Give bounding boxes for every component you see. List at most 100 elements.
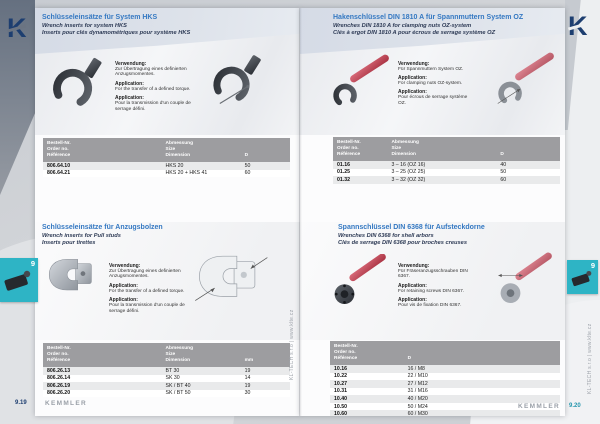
usage-text-de: Für Fräseranzugsschrauben DIN 6367.: [398, 268, 468, 280]
table-row: 01.25 3 – 25 (OZ 25) 50: [333, 168, 560, 177]
chapter-tab-left: 9: [0, 258, 38, 302]
table-body: 01.16 3 – 16 (OZ 16) 40 01.25 3 – 25 (OZ…: [333, 160, 560, 184]
cell-mm: 19: [244, 382, 251, 389]
section-title-en: Wrenches DIN 1810 A for clamping nuts OZ…: [333, 22, 472, 29]
catalog-page-right: Hakenschlüssel DIN 1810 A für Spannmutte…: [300, 8, 565, 416]
cell-size: HKS 20 + HKS 41: [165, 170, 208, 177]
tool-thumbnail-icon: [4, 270, 31, 291]
cell-order-no: 10.50: [334, 403, 347, 410]
section-title-de: Schlüsseleinsätze für System HKS: [42, 14, 158, 21]
section-title-en: Wrenches DIN 6368 for shell arbors: [338, 232, 434, 239]
cell-d: 27 / M12: [407, 380, 428, 387]
usage-label-en: Application:: [115, 80, 144, 87]
table-header: Bestell-Nr. Order no. Référence Abmessun…: [43, 138, 290, 162]
table-row: 10.22 22 / M10: [330, 372, 560, 381]
cell-d: 50: [500, 169, 507, 176]
table-body: 806.26.13 BT 30 19 806.26.14 SK 30 14 80…: [43, 366, 290, 398]
section-title-de: Spannschlüssel DIN 6368 für Aufsteckdorn…: [338, 224, 485, 231]
usage-text-en: For the transfer of a defined torque.: [115, 86, 191, 92]
usage-text-de: Zur Übertragung eines definierten Anzugs…: [109, 268, 181, 280]
cell-order-no: 806.26.13: [47, 367, 71, 374]
cell-order-no: 01.25: [337, 169, 350, 176]
shell-arbor-wrench-drawing: [498, 252, 552, 303]
table-row: 10.40 40 / M20: [330, 395, 560, 403]
usage-text-fr: Pour écrous de serrage système OZ.: [398, 95, 468, 107]
section-title-de: Schlüsseleinsätze für Anzugsbolzen: [42, 224, 163, 231]
table-row: 806.64.21 HKS 20 + HKS 41 60: [43, 169, 290, 178]
header-order-no: Bestell-Nr. Order no. Référence: [47, 345, 71, 364]
catalog-page-left: Schlüsseleinsätze für System HKS Wrench …: [35, 8, 300, 416]
table-row: 806.26.20 SK / BT 50 30: [43, 389, 290, 398]
cell-d: 16 / M8: [407, 365, 425, 372]
cell-size: 3 – 25 (OZ 25): [391, 169, 426, 176]
usage-text-fr: Pour la transmission d'un couple de serr…: [115, 101, 191, 112]
page-number: 9.20: [569, 403, 581, 409]
cell-d: 60 / M30: [407, 411, 428, 416]
cell-d: 60: [500, 176, 507, 183]
usage-block: Verwendung: Für Spannmuttern System OZ. …: [398, 58, 474, 107]
publisher-url-vertical: KL-TECH s.r.o | www.klte.cz: [587, 323, 593, 394]
chapter-tab-right: 9: [567, 260, 598, 294]
cell-order-no: 10.40: [334, 396, 347, 403]
usage-label-de: Verwendung:: [398, 60, 430, 67]
hook-wrench-red-drawing: [497, 52, 554, 106]
usage-label-fr: Application:: [398, 89, 427, 96]
usage-block: Verwendung: Zur Übertragung eines defini…: [109, 260, 185, 315]
section-header: Spannschlüssel DIN 6368 für Aufsteckdorn…: [338, 224, 565, 247]
cell-order-no: 10.22: [334, 373, 347, 380]
cell-order-no: 01.32: [337, 176, 350, 183]
cell-d: 22 / M10: [407, 373, 428, 380]
cell-order-no: 10.31: [334, 388, 347, 395]
usage-text-en: For clamping nuts OZ-system.: [398, 80, 463, 86]
table-body: 806.64.10 HKS 20 50 806.64.21 HKS 20 + H…: [43, 161, 290, 178]
table-row: 10.27 27 / M12: [330, 380, 560, 388]
table-row: 01.32 3 – 32 (OZ 32) 60: [333, 176, 560, 184]
section-header: Schlüsseleinsätze für System HKS Wrench …: [42, 14, 292, 37]
usage-text-en: For retaining screws DIN 6367.: [398, 288, 465, 294]
header-size: Abmessung Size Dimension: [165, 140, 194, 159]
table-header: Bestell-Nr. Order no. Référence Abmessun…: [333, 137, 560, 161]
cell-size: 3 – 32 (OZ 32): [391, 176, 426, 183]
table-row: 806.64.10 HKS 20 50: [43, 161, 290, 170]
kemmler-logo: KEMMLER: [518, 403, 560, 410]
k-logo: K: [7, 15, 27, 42]
cell-d: 31 / M16: [407, 388, 428, 395]
publisher-url-vertical: KL-TECH s.r.o | www.klte.cz: [289, 309, 295, 380]
hook-wrench-insert-with-pin-image: [213, 55, 261, 104]
header-size: Abmessung Size Dimension: [165, 345, 194, 364]
header-order-no: Bestell-Nr. Order no. Référence: [334, 343, 358, 362]
usage-text-de: Für Spannmuttern System OZ.: [398, 66, 464, 72]
cell-size: BT 30: [165, 367, 180, 374]
usage-label-de: Verwendung:: [109, 262, 141, 269]
parts-table-din1810: Bestell-Nr. Order no. Référence Abmessun…: [333, 137, 560, 184]
header-d: D: [500, 152, 504, 158]
usage-text-fr: Pour la transmission d'un couple de serr…: [109, 303, 185, 314]
header-mm: mm: [244, 358, 254, 364]
section-title-fr: Clés de serrage DIN 6368 pour broches cr…: [338, 239, 467, 246]
section-title-en: Wrench inserts for system HKS: [42, 22, 127, 29]
table-row: 01.16 3 – 16 (OZ 16) 40: [333, 160, 560, 169]
parts-table-hks: Bestell-Nr. Order no. Référence Abmessun…: [43, 138, 290, 178]
pull-stud-insert-image: [48, 259, 92, 291]
pull-stud-insert-drawing: [195, 255, 268, 301]
product-zone-bottom: [300, 222, 565, 340]
usage-text-en: For the transfer of a defined torque.: [109, 288, 185, 294]
section-header: Schlüsseleinsätze für Anzugsbolzen Wrenc…: [42, 224, 292, 247]
usage-block: Verwendung: Für Fräseranzugsschrauben DI…: [398, 260, 474, 309]
section-title-en: Wrench inserts for Pull studs: [42, 232, 121, 239]
table-row: 10.31 31 / M16: [330, 387, 560, 396]
cell-mm: 30: [244, 390, 251, 397]
cell-order-no: 806.26.14: [47, 375, 71, 382]
chapter-number: 9: [590, 261, 595, 270]
cell-d: 40 / M20: [407, 396, 428, 403]
section-header: Hakenschlüssel DIN 1810 A für Spannmutte…: [333, 14, 565, 37]
cell-mm: 19: [244, 367, 251, 374]
hook-wrench-red-image: [333, 54, 389, 108]
usage-label-de: Verwendung:: [398, 262, 430, 269]
usage-label-en: Application:: [109, 282, 138, 289]
table-row: 806.26.19 SK / BT 40 19: [43, 382, 290, 390]
cell-order-no: 10.60: [334, 411, 347, 416]
section-title-fr: Clés à ergot DIN 1810 A pour écrous de s…: [333, 29, 496, 36]
k-logo: K: [568, 13, 588, 40]
